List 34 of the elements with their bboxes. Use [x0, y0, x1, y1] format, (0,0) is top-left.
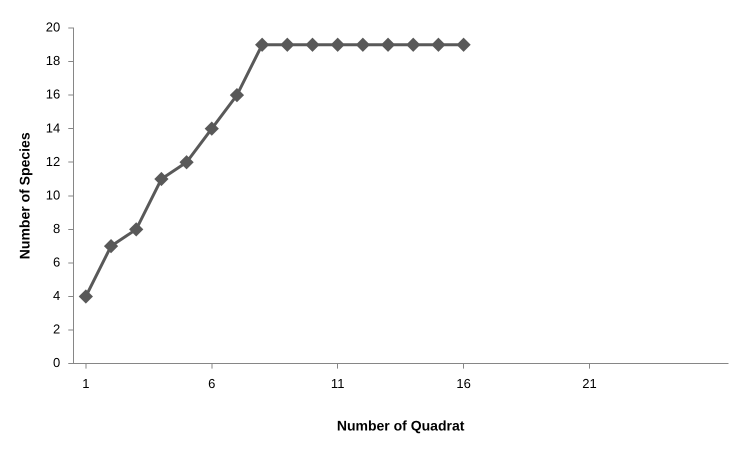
point	[104, 240, 118, 253]
y-tick-label: 18	[46, 53, 60, 68]
y-axis-title: Number of Species	[16, 132, 32, 260]
point	[256, 38, 269, 52]
y-tick-label: 16	[46, 86, 60, 102]
point	[356, 38, 370, 52]
point	[180, 156, 194, 169]
point	[406, 38, 420, 52]
point	[280, 38, 294, 52]
x-tick-label: 11	[330, 376, 344, 391]
y-tick-label: 8	[53, 220, 60, 236]
y-tick-label: 20	[46, 20, 60, 35]
x-axis-title: Number of Quadrat	[336, 417, 465, 434]
x-tick-label: 16	[456, 376, 471, 391]
point	[432, 38, 445, 52]
point	[331, 38, 344, 52]
y-tick-label: 0	[53, 355, 60, 370]
x-tick-label: 21	[582, 376, 597, 391]
point	[154, 172, 168, 186]
x-tick-label: 6	[208, 376, 216, 391]
point	[457, 38, 470, 52]
y-tick-label: 2	[53, 322, 60, 337]
y-tick-label: 4	[53, 288, 60, 304]
point	[130, 222, 143, 236]
y-tick-label: 10	[46, 187, 60, 202]
x-tick-label: 1	[82, 376, 90, 391]
point	[382, 38, 395, 52]
y-tick-label: 12	[46, 154, 60, 169]
point	[306, 38, 319, 52]
y-tick-label: 6	[53, 254, 60, 270]
y-tick-label: 14	[46, 120, 60, 136]
point	[205, 122, 218, 136]
point	[79, 290, 92, 303]
point	[230, 88, 244, 102]
